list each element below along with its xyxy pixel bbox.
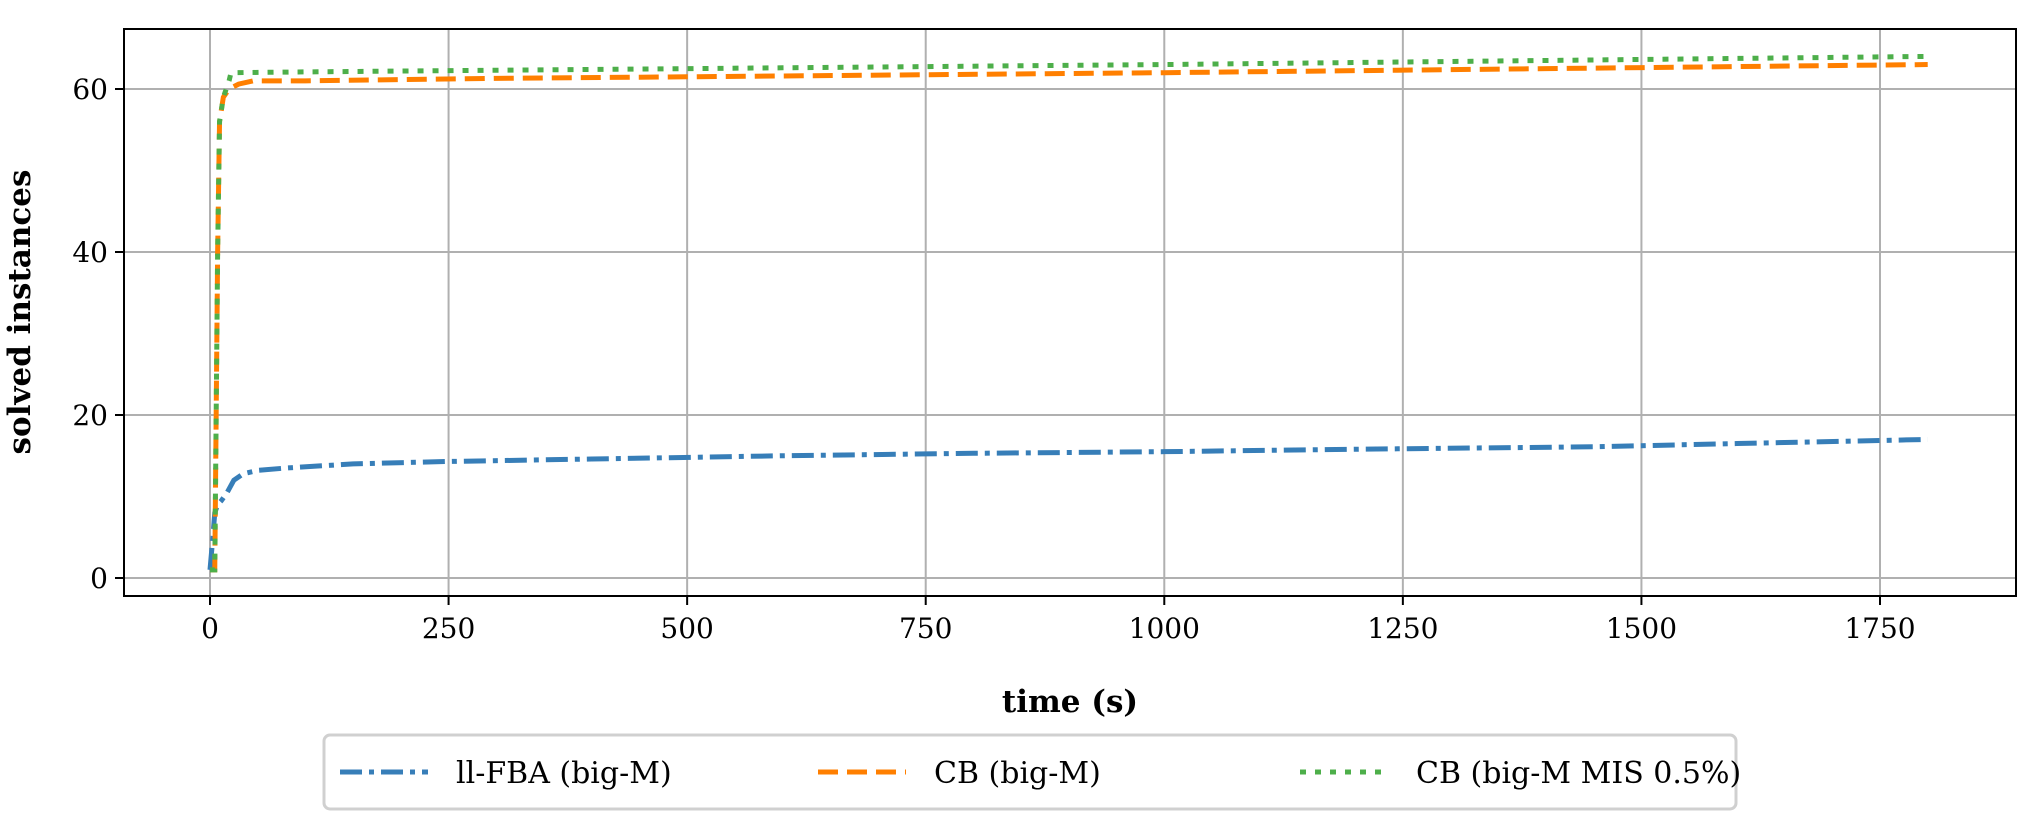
- series-line-0: [207, 436, 1928, 571]
- y-tick-label: 40: [72, 236, 108, 269]
- x-tick-label: 0: [201, 612, 219, 645]
- x-tick-label: 1000: [1129, 612, 1200, 645]
- legend-box: [322, 733, 1738, 811]
- y-tick-label: 20: [72, 399, 108, 432]
- x-axis-label: time (s): [1002, 684, 1138, 720]
- ticks: 0 250 500 750 1000 1250 1500 1750 0 20 40 60: [72, 73, 1915, 645]
- legend-label: CB (big-M): [934, 756, 1101, 791]
- legend-label: ll-FBA (big-M): [456, 756, 672, 791]
- x-tick-label: 500: [660, 612, 713, 645]
- x-tick-label: 750: [899, 612, 952, 645]
- x-tick-label: 1500: [1606, 612, 1677, 645]
- y-tick-label: 0: [90, 562, 108, 595]
- series-lines: [207, 53, 1928, 573]
- series-line-1: [210, 62, 1928, 573]
- x-tick-label: 1750: [1844, 612, 1915, 645]
- y-tick-label: 60: [72, 73, 108, 106]
- legend-label: CB (big-M MIS 0.5%): [1416, 756, 1741, 791]
- x-tick-label: 250: [422, 612, 475, 645]
- legend: ll-FBA (big-M) CB (big-M) CB (big-M MIS 0.…: [322, 733, 1741, 811]
- y-axis-label: solved instances: [2, 170, 38, 455]
- plot-frame: [123, 28, 2017, 597]
- series-line-2: [210, 53, 1928, 573]
- x-tick-label: 1250: [1367, 612, 1438, 645]
- grid: [124, 29, 2016, 596]
